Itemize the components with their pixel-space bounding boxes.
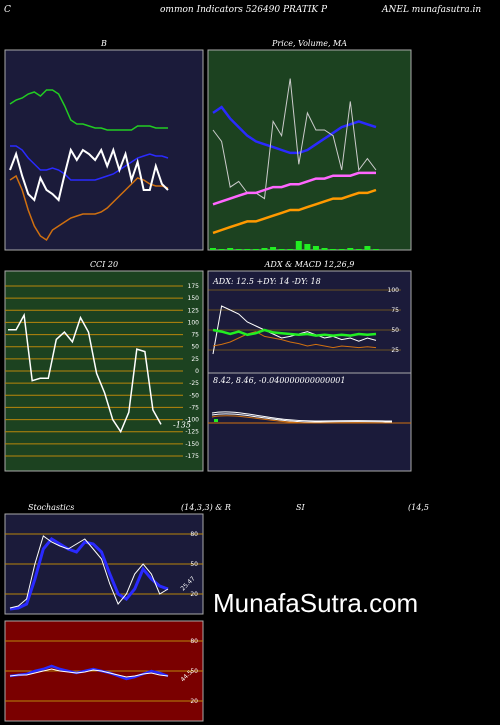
price-series-1: [212, 78, 377, 200]
panel-cci-title: CCI 20: [90, 260, 118, 269]
volume-bar: [338, 249, 345, 250]
stoch-series-1: [9, 535, 169, 609]
cci-tick-label: -125: [185, 429, 199, 436]
b-series-3: [9, 146, 169, 202]
stoch-series-0: [9, 537, 169, 611]
cci-tick-label: 75: [191, 332, 199, 339]
volume-bar: [210, 248, 216, 250]
panel-b-title: B: [100, 39, 107, 48]
adx-series-2: [212, 328, 377, 337]
volume-bar: [373, 249, 379, 250]
macd-line-0: [211, 411, 393, 422]
volume-bar: [252, 249, 259, 250]
price-series-3: [212, 188, 377, 235]
cci-tick-label: -100: [185, 417, 199, 424]
rsi-params: (14,5: [408, 503, 429, 512]
volume-bar: [355, 249, 362, 250]
volume-bar: [304, 244, 311, 250]
header-title: ommon Indicators 526490 PRATIK P: [160, 5, 328, 15]
rsi-tick-label: 50: [190, 668, 198, 675]
cci-tick-label: -50: [189, 392, 199, 399]
macd-histogram-bar: [214, 419, 218, 422]
volume-bar: [347, 248, 354, 250]
cci-tick-label: 25: [191, 356, 199, 363]
volume-bar: [227, 248, 234, 250]
volume-bar: [235, 249, 242, 250]
panel-adx: [207, 270, 412, 472]
cci-tick-label: -75: [189, 404, 199, 411]
cci-tick-label: 175: [188, 283, 200, 290]
rsi-tick-label: 20: [190, 698, 198, 705]
volume-bar: [364, 246, 371, 250]
macd-line-1: [211, 413, 393, 423]
adx-tick-label: 50: [391, 327, 399, 334]
adx-values: ADX: 12.5 +DY: 14 -DY: 18: [212, 277, 321, 286]
volume-bar: [218, 249, 225, 250]
cci-tick-label: -175: [185, 453, 199, 460]
adx-tick-label: 25: [391, 347, 399, 354]
cci-tick-label: 50: [191, 344, 199, 351]
price-series-2: [212, 171, 376, 206]
adx-series-1: [212, 331, 377, 349]
volume-bar: [321, 248, 328, 250]
panel-b: [4, 49, 204, 251]
panel-price-title: Price, Volume, MA: [271, 39, 347, 48]
rsi-series-1: [9, 668, 169, 678]
volume-bar: [287, 249, 294, 250]
rsi-tick-label: 80: [190, 638, 198, 645]
cci-tick-label: 100: [188, 319, 200, 326]
cci-tick-label: 0: [195, 368, 199, 375]
panel-adx-title: ADX & MACD 12,26,9: [264, 260, 355, 269]
cci-tick-label: 150: [188, 295, 200, 302]
adx-tick-label: 75: [391, 307, 399, 314]
header-right: ANEL munafasutra.in: [382, 5, 482, 15]
cci-tick-label: -150: [185, 441, 199, 448]
price-series-0: [212, 105, 377, 155]
macd-values: 8.42, 8.46, -0.040000000000001: [213, 376, 345, 385]
stochastics-params: (14,3,3) & R: [181, 503, 231, 512]
volume-bar: [278, 249, 285, 250]
adx-tick-label: 100: [388, 287, 400, 294]
b-series-1: [10, 145, 169, 181]
rsi-label: SI: [296, 503, 305, 512]
cci-tick-label: 125: [188, 307, 200, 314]
volume-bar: [312, 246, 319, 250]
watermark: MunafaSutra.com: [213, 588, 419, 618]
volume-bar: [330, 249, 337, 250]
b-series-0: [9, 89, 168, 131]
cci-line: [8, 312, 162, 434]
stoch-tick-label: 80: [190, 531, 198, 538]
stoch-tick-label: 20: [190, 591, 198, 598]
volume-bar: [261, 248, 268, 250]
stoch-tick-label: 50: [190, 561, 198, 568]
volume-bar: [244, 249, 251, 250]
cci-tick-label: -25: [189, 380, 199, 387]
stochastics-label: Stochastics: [28, 503, 74, 512]
volume-bar: [270, 247, 277, 250]
header-left: C: [4, 5, 11, 15]
volume-bar: [295, 241, 302, 250]
cci-last-value: -135: [173, 420, 191, 429]
